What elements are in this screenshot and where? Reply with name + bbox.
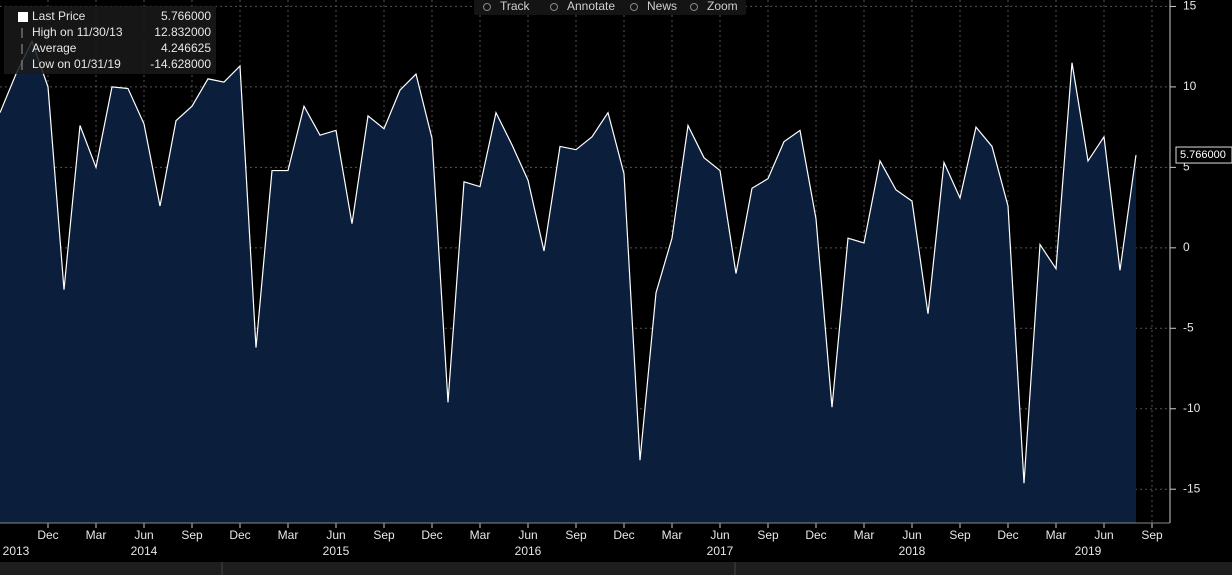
toolbar-icon [630, 3, 638, 11]
legend-label: Average [32, 41, 77, 55]
legend-label: High on 11/30/13 [32, 25, 123, 39]
legend-value: -14.628000 [150, 57, 211, 71]
legend-swatch [18, 12, 28, 22]
x-tick-label: Mar [1046, 528, 1067, 542]
year-label: 2014 [131, 544, 158, 558]
x-tick-label: Sep [757, 528, 779, 542]
x-tick-label: Sep [949, 528, 971, 542]
y-tick-label: 5 [1183, 160, 1190, 174]
toolbar-icon [483, 3, 491, 11]
y-tick-label: -5 [1183, 320, 1194, 334]
x-tick-label: Dec [229, 528, 250, 542]
last-value-box [1175, 146, 1232, 164]
x-tick-label: Dec [37, 528, 58, 542]
year-label: 2018 [899, 544, 926, 558]
toolbar-items: Track Annotate News Zoom [483, 0, 738, 13]
x-tick-label: Jun [326, 528, 345, 542]
year-label: 2015 [323, 544, 350, 558]
x-tick-label: Sep [1141, 528, 1163, 542]
toolbar-icon [690, 3, 698, 11]
x-tick-label: Dec [997, 528, 1018, 542]
legend-items: Last Price 5.766000 High on 11/30/13 12.832… [18, 9, 211, 71]
plot-area: 15 10 5 0 -5 -10 -15 Dec Mar Jun Sep Dec Mar Jun Sep De… [0, 0, 1232, 558]
year-label: 2016 [515, 544, 542, 558]
legend-value: 12.832000 [154, 25, 211, 39]
y-tick-label: -10 [1183, 401, 1201, 415]
x-tick-label: Jun [518, 528, 537, 542]
legend [4, 6, 216, 74]
x-tick-label: Jun [710, 528, 729, 542]
year-label: 2019 [1075, 544, 1102, 558]
last-value-label: 5.766000 [1180, 149, 1226, 161]
toolbar-button[interactable]: Zoom [707, 0, 738, 13]
toolbar-button[interactable]: Track [500, 0, 531, 13]
x-tick-label: Mar [854, 528, 875, 542]
toolbar-button[interactable]: News [647, 0, 677, 13]
legend-value: 5.766000 [161, 9, 211, 23]
line [0, 39, 1137, 484]
y-tick-label: -15 [1183, 481, 1201, 495]
x-tick-label: Mar [86, 528, 107, 542]
x-tick-label: Sep [373, 528, 395, 542]
x-tick-label: Dec [613, 528, 634, 542]
legend-label: Low on 01/31/19 [32, 57, 121, 71]
toolbar-icon [550, 3, 558, 11]
legend-label: Last Price [32, 9, 86, 23]
x-tick-label: Jun [134, 528, 153, 542]
area [0, 41, 1136, 523]
x-tick-label: Mar [662, 528, 683, 542]
x-tick-label: Mar [278, 528, 299, 542]
y-tick-label: 10 [1183, 79, 1197, 93]
x-tick-label: Jun [902, 528, 921, 542]
toolbar-button[interactable]: Annotate [567, 0, 615, 13]
x-tick-label: Sep [565, 528, 587, 542]
x-tick-label: Dec [805, 528, 826, 542]
x-tick-label: Dec [421, 528, 442, 542]
y-tick-label: 15 [1183, 0, 1197, 13]
status-bar [0, 562, 1232, 575]
year-label: 2017 [707, 544, 734, 558]
y-tick-label: 0 [1183, 240, 1190, 254]
x-tick-label: Jun [1094, 528, 1113, 542]
legend-value: 4.246625 [161, 41, 211, 55]
x-tick-label: Mar [470, 528, 491, 542]
x-tick-label: Sep [181, 528, 203, 542]
toolbar [474, 0, 746, 15]
year-label: 2013 [3, 544, 30, 558]
